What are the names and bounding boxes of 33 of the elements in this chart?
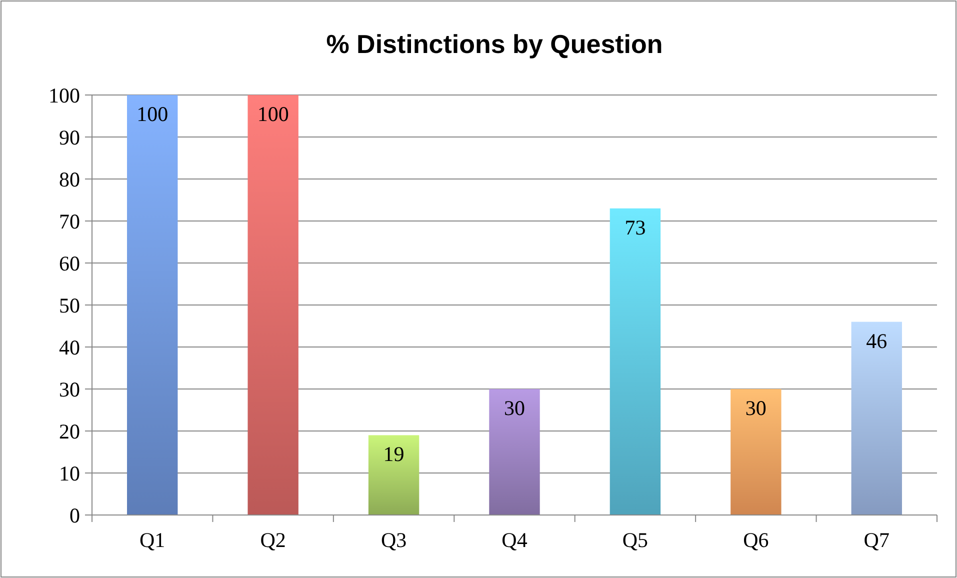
y-tick-label: 10 <box>59 461 80 486</box>
y-tick-label: 80 <box>59 167 80 192</box>
y-tick-label: 50 <box>59 293 80 318</box>
y-tick-label: 0 <box>70 503 80 528</box>
x-tick-label: Q2 <box>260 528 286 552</box>
x-tick-label: Q4 <box>502 528 528 552</box>
bar <box>610 208 661 515</box>
data-label: 30 <box>504 396 525 420</box>
data-label: 73 <box>624 215 646 240</box>
bar <box>368 435 420 515</box>
x-tick-label: Q6 <box>743 528 769 552</box>
data-label: 46 <box>866 328 888 353</box>
bar <box>248 95 298 515</box>
x-tick-label: Q1 <box>140 528 166 552</box>
y-tick-label: 20 <box>59 419 80 444</box>
data-label: 100 <box>136 102 168 126</box>
x-tick-label: Q5 <box>622 528 648 552</box>
x-tick-label: Q7 <box>864 528 890 552</box>
bar <box>851 322 902 515</box>
data-label: 19 <box>383 442 404 466</box>
y-tick-label: 60 <box>59 251 80 276</box>
bar <box>730 389 782 515</box>
y-tick-label: 30 <box>59 377 80 402</box>
y-tick-label: 70 <box>59 209 80 234</box>
bar <box>127 95 178 515</box>
y-tick-label: 40 <box>59 335 80 360</box>
data-label: 100 <box>257 102 289 126</box>
chart-title: % Distinctions by Question <box>326 29 663 59</box>
y-tick-label: 100 <box>48 83 80 108</box>
bar <box>489 389 540 515</box>
y-tick-label: 90 <box>59 125 80 150</box>
x-tick-label: Q3 <box>380 528 407 552</box>
data-label: 30 <box>745 396 766 420</box>
